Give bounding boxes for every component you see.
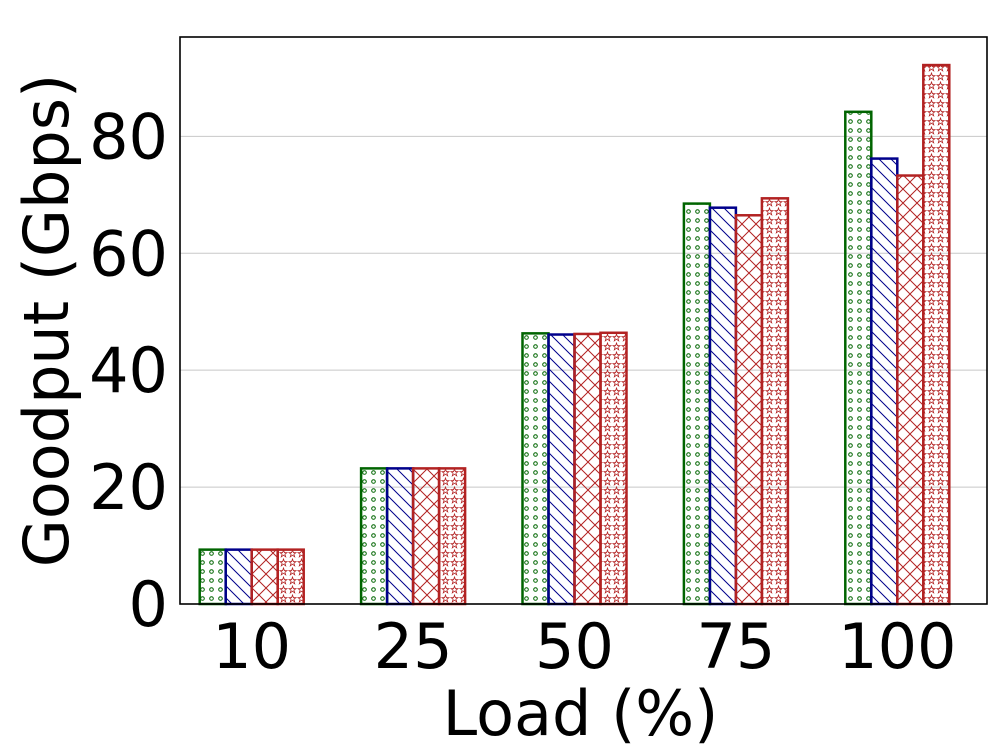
x-axis-title: Load (%) [443,677,719,747]
bar [276,548,305,606]
y-tick-label: 40 [89,334,168,407]
plot-frame [179,36,988,605]
y-tick-label: 0 [129,568,168,641]
bar [708,206,738,606]
bar [922,63,951,606]
y-axis-title: Goodput (Gbps) [10,74,83,567]
bar [198,548,227,606]
bar [844,110,873,606]
y-tick-label: 80 [89,100,168,173]
x-tick-label: 75 [696,610,775,683]
bar [547,333,576,606]
bar [250,548,279,606]
bar [599,331,628,606]
bar [760,197,790,606]
bar [870,157,899,606]
bar [734,214,764,606]
x-tick-label: 100 [838,610,956,683]
bar [682,202,712,606]
x-tick-label: 50 [535,610,614,683]
bar [224,548,253,606]
bar [896,174,925,606]
bars [198,63,951,606]
x-tick-label: 10 [212,610,291,683]
bar [385,467,415,606]
y-tick-label: 60 [89,217,168,290]
y-axis-ticks: 0 20 40 60 80 [89,100,168,641]
bar [411,467,441,606]
y-tick-label: 20 [89,451,168,524]
x-axis-ticks: 10 25 50 75 100 [212,610,956,683]
bar [437,467,467,606]
bar [521,332,550,606]
x-tick-label: 25 [374,610,453,683]
bar [573,332,602,606]
bar [359,467,389,606]
